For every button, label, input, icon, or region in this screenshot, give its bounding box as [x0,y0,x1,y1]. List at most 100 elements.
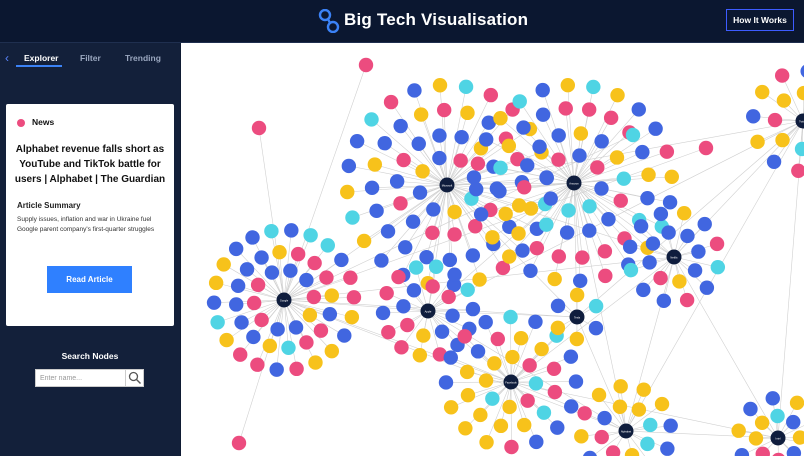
graph-node[interactable] [245,230,260,245]
graph-node[interactable] [254,312,269,328]
graph-node[interactable] [659,144,675,159]
graph-node[interactable] [534,341,549,357]
graph-node[interactable] [473,207,489,222]
graph-node[interactable] [495,260,511,276]
read-article-button[interactable]: Read Article [47,266,132,293]
graph-node[interactable] [307,255,322,271]
graph-node[interactable] [680,228,695,244]
graph-node[interactable] [400,317,415,333]
graph-node[interactable] [308,355,323,370]
graph-node[interactable] [563,349,579,364]
graph-node[interactable] [676,205,692,221]
graph-node[interactable] [344,309,360,325]
graph-node[interactable] [459,364,475,380]
graph-node[interactable] [573,126,589,141]
graph-node[interactable] [572,148,587,163]
graph-node[interactable] [262,338,278,354]
graph-node[interactable] [687,263,703,278]
graph-node[interactable] [588,298,604,314]
graph-node[interactable] [577,406,592,421]
graph-node[interactable] [445,308,460,323]
graph-node[interactable] [522,358,537,373]
graph-node[interactable] [288,320,304,335]
graph-node[interactable] [413,107,429,122]
graph-node[interactable] [478,314,493,330]
graph-node[interactable] [569,287,585,303]
graph-node[interactable] [269,362,284,377]
graph-node[interactable] [270,322,285,337]
graph-node[interactable] [239,262,255,277]
graph-node[interactable] [662,195,678,210]
graph-node[interactable] [636,282,651,298]
graph-node[interactable] [502,399,517,415]
graph-node[interactable] [653,270,668,286]
graph-node[interactable] [594,181,609,196]
graph-node[interactable] [493,160,508,176]
graph-node[interactable] [765,391,780,406]
graph-node[interactable] [264,223,279,239]
graph-node[interactable] [559,225,575,240]
graph-node[interactable] [528,314,543,329]
graph-node[interactable] [389,174,405,189]
graph-node[interactable] [551,152,566,167]
tab-filter[interactable]: Filter [80,53,101,63]
graph-node[interactable] [302,307,318,323]
graph-node[interactable] [594,134,609,149]
graph-node[interactable] [731,423,746,438]
graph-node[interactable] [770,408,785,424]
graph-node[interactable] [460,282,475,297]
graph-node[interactable] [458,421,473,436]
search-icon[interactable] [128,371,142,385]
graph-node[interactable] [379,285,394,301]
graph-node[interactable] [709,236,725,252]
graph-node[interactable] [664,169,680,185]
graph-node[interactable] [551,128,566,143]
graph-node[interactable] [794,141,804,157]
graph-node[interactable] [391,269,406,285]
graph-node[interactable] [640,436,655,452]
search-input[interactable] [38,371,126,385]
graph-node[interactable] [299,335,314,350]
graph-node[interactable] [246,295,262,311]
graph-node[interactable] [206,295,222,310]
graph-node[interactable] [425,225,440,241]
graph-node[interactable] [432,78,448,93]
graph-node[interactable] [465,301,481,317]
graph-node[interactable] [412,348,428,363]
graph-node[interactable] [796,85,804,101]
graph-node[interactable] [346,290,362,305]
graph-node[interactable] [393,196,408,211]
graph-node[interactable] [755,84,770,100]
graph-node[interactable] [512,94,527,109]
graph-node[interactable] [594,429,609,445]
graph-node[interactable] [748,431,764,446]
graph-node[interactable] [281,340,296,355]
graph-node[interactable] [631,102,646,117]
graph-node[interactable] [699,280,715,295]
graph-node[interactable] [289,361,304,377]
graph-node[interactable] [513,330,529,346]
graph-node[interactable] [498,206,513,222]
graph-node[interactable] [454,129,469,145]
graph-node[interactable] [613,379,628,394]
graph-node[interactable] [503,309,518,325]
graph-hub-node[interactable] [618,423,634,439]
graph-node[interactable] [364,180,380,196]
graph-node[interactable] [272,245,287,260]
graph-node[interactable] [436,102,452,118]
graph-node[interactable] [320,238,335,253]
graph-node[interactable] [470,344,486,359]
graph-node[interactable] [568,374,584,389]
graph-node[interactable] [588,320,604,336]
graph-node[interactable] [679,292,695,308]
graph-hub-node[interactable] [770,430,786,446]
graph-node[interactable] [539,170,554,185]
graph-node[interactable] [432,347,448,362]
graph-node[interactable] [505,349,520,365]
graph-node[interactable] [642,255,657,270]
graph-node[interactable] [465,248,481,263]
graph-node[interactable] [393,118,408,134]
graph-node[interactable] [583,450,597,456]
graph-node[interactable] [472,272,487,287]
how-it-works-button[interactable]: How It Works [726,9,794,31]
